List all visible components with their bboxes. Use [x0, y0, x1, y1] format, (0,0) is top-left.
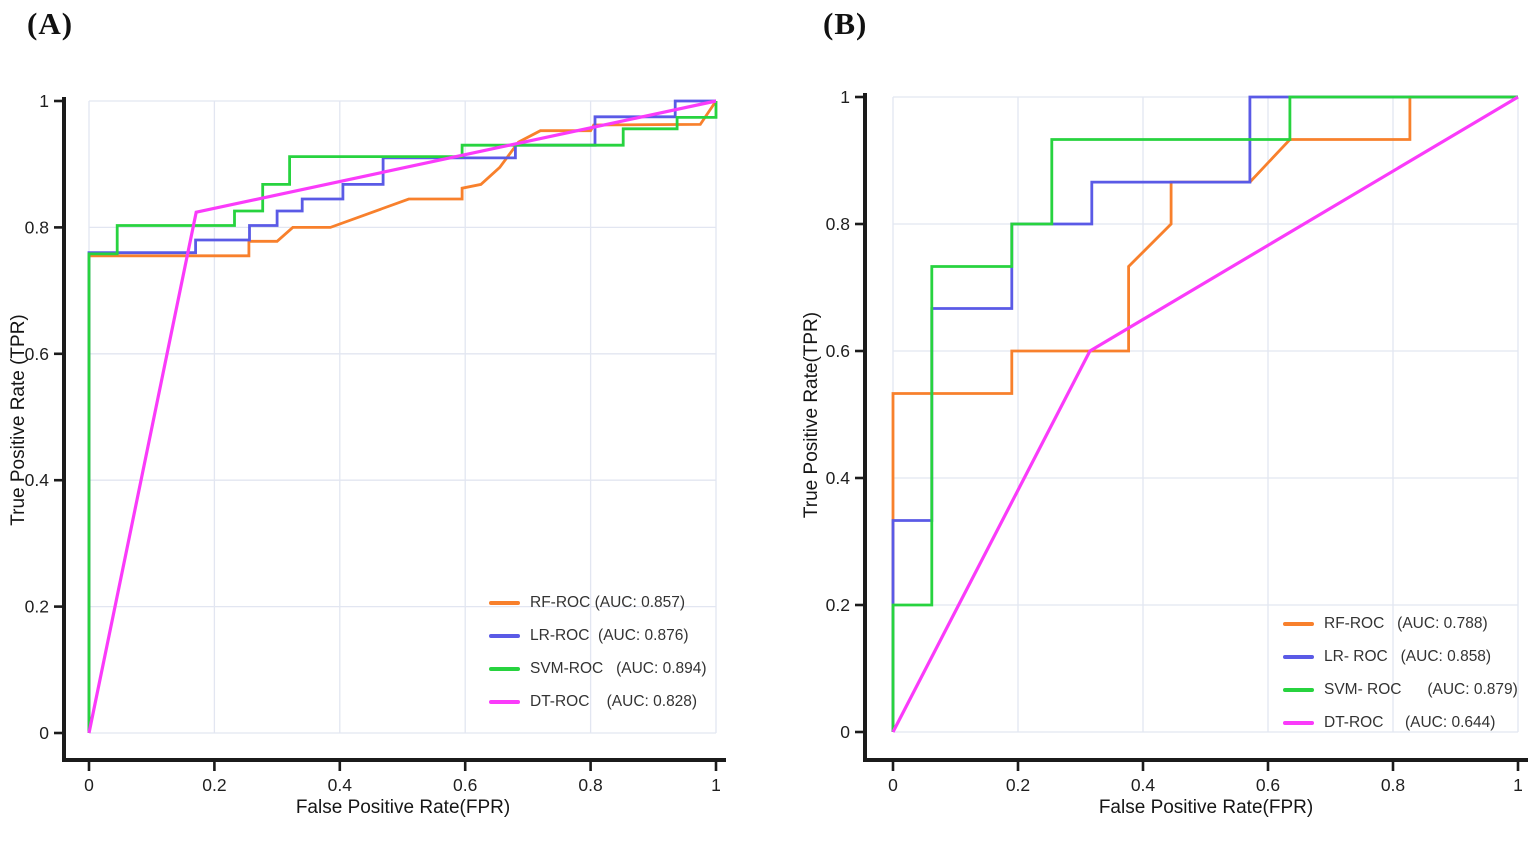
x-tick-label: 0.8 [578, 775, 602, 795]
y-tick-label: 0.8 [25, 217, 49, 237]
roc-plot-a: 0 0.2 0.4 0.6 0.8 1 0 0.2 0.4 0.6 0.8 1 [25, 91, 726, 795]
x-tick-label: 0.2 [1006, 775, 1030, 795]
panel-a-ylabel: True Positive Rate (TPR) [8, 314, 29, 526]
y-tick-label: 0.4 [826, 468, 851, 488]
roc-plot-b: 0 0.2 0.4 0.6 0.8 1 0 0.2 0.4 0.6 0.8 1 [826, 87, 1528, 795]
y-tick-label: 0.2 [25, 597, 49, 617]
roc-curve-DT-ROC [87, 99, 717, 734]
x-tick-label: 0 [84, 775, 94, 795]
legend-item-RF-ROC: RF-ROC (AUC: 0.857) [489, 586, 707, 619]
legend-label-RF-ROC: RF-ROC (AUC: 0.788) [1324, 614, 1488, 632]
legend-label-SVM-ROC: SVM- ROC (AUC: 0.879) [1324, 680, 1518, 698]
legend-item-SVM-ROC: SVM-ROC (AUC: 0.894) [489, 652, 707, 685]
roc-curve-DT-ROC [891, 95, 1519, 733]
y-tick-label: 0.6 [826, 341, 850, 361]
x-tick-label: 1 [711, 775, 721, 795]
legend-label-SVM-ROC: SVM-ROC (AUC: 0.894) [530, 659, 707, 677]
x-tick-label: 1 [1513, 775, 1523, 795]
x-tick-label: 0 [888, 775, 898, 795]
y-tick-label: 1 [840, 87, 850, 107]
panel-b-xlabel: False Positive Rate(FPR) [1098, 797, 1314, 818]
legend-item-DT-ROC: DT-ROC (AUC: 0.644) [1283, 706, 1518, 739]
legend-swatch-RF-ROC [489, 600, 520, 605]
x-tick-label: 0.4 [1131, 775, 1156, 795]
legend-label-LR-ROC: LR-ROC (AUC: 0.876) [530, 626, 689, 644]
legend-item-SVM-ROC: SVM- ROC (AUC: 0.879) [1283, 673, 1518, 706]
roc-curve-RF-ROC [891, 95, 1518, 732]
legend-swatch-SVM-ROC [1283, 687, 1314, 692]
legend-label-DT-ROC: DT-ROC (AUC: 0.644) [1324, 713, 1496, 731]
legend-label-DT-ROC: DT-ROC (AUC: 0.828) [530, 692, 698, 710]
x-tick-label: 0.8 [1381, 775, 1405, 795]
y-tick-label: 0 [39, 723, 49, 743]
x-tick-label: 0.6 [453, 775, 477, 795]
panel-b-title: (B) [823, 6, 868, 41]
legend-swatch-SVM-ROC [489, 666, 520, 671]
roc-curve-SVM-ROC [891, 95, 1518, 732]
x-tick-label: 0.2 [202, 775, 226, 795]
legend-swatch-LR-ROC [1283, 654, 1314, 659]
legend-swatch-DT-ROC [489, 699, 520, 704]
legend-swatch-LR-ROC [489, 633, 520, 638]
x-tick-label: 0.6 [1256, 775, 1280, 795]
y-tick-label: 0.8 [826, 214, 850, 234]
legend-item-DT-ROC: DT-ROC (AUC: 0.828) [489, 685, 707, 718]
legend-item-RF-ROC: RF-ROC (AUC: 0.788) [1283, 607, 1518, 640]
panel-a-legend: RF-ROC (AUC: 0.857) LR-ROC (AUC: 0.876) SV… [489, 586, 707, 718]
roc-curve-RF-ROC [87, 100, 718, 733]
y-tick-label: 0.4 [25, 470, 50, 490]
panel-a-title: (A) [27, 6, 74, 41]
legend-item-LR-ROC: LR- ROC (AUC: 0.858) [1283, 640, 1518, 673]
roc-curve-SVM-ROC [87, 101, 718, 733]
legend-swatch-DT-ROC [1283, 720, 1314, 725]
y-tick-label: 0.6 [25, 344, 49, 364]
y-tick-label: 0 [840, 722, 850, 742]
y-tick-label: 1 [39, 91, 49, 111]
legend-swatch-RF-ROC [1283, 621, 1314, 626]
x-tick-label: 0.4 [328, 775, 353, 795]
panel-a-xlabel: False Positive Rate(FPR) [295, 797, 511, 818]
legend-label-RF-ROC: RF-ROC (AUC: 0.857) [530, 593, 686, 611]
panel-b-legend: RF-ROC (AUC: 0.788) LR- ROC (AUC: 0.858) S… [1283, 607, 1518, 739]
panel-b-ylabel: True Positive Rate(TPR) [801, 311, 822, 519]
legend-item-LR-ROC: LR-ROC (AUC: 0.876) [489, 619, 707, 652]
y-tick-label: 0.2 [826, 595, 850, 615]
legend-label-LR-ROC: LR- ROC (AUC: 0.858) [1324, 647, 1492, 665]
